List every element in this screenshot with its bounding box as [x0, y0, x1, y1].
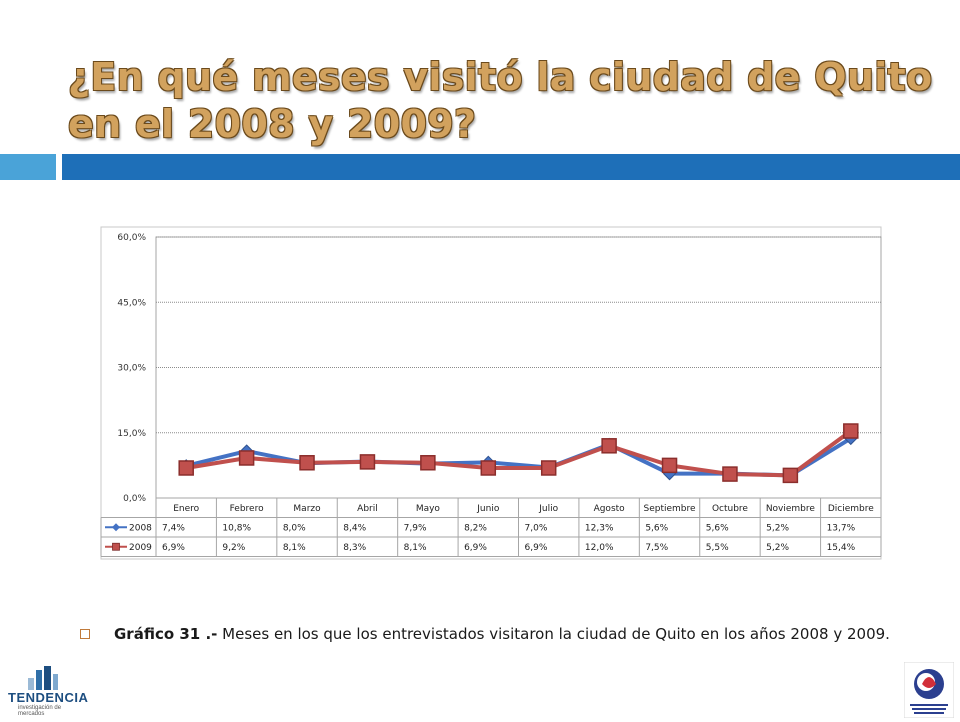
- legend-marker-2009: [112, 542, 120, 551]
- data-label: 5,5%: [706, 543, 729, 553]
- point-2009: [359, 454, 376, 470]
- y-tick-label: 45,0%: [117, 298, 146, 308]
- quito-turismo-icon: [903, 661, 955, 719]
- x-tick-label: Marzo: [293, 504, 321, 514]
- data-label: 8,0%: [283, 524, 306, 534]
- point-2009: [540, 460, 557, 476]
- x-tick-label: Noviembre: [766, 504, 816, 514]
- point-2009: [601, 438, 617, 454]
- quito-turismo-logo: [903, 661, 955, 719]
- chart-frame: [100, 226, 882, 560]
- y-tick-label: 60,0%: [117, 233, 146, 243]
- point-2009: [299, 455, 315, 471]
- data-label: 7,5%: [645, 543, 668, 553]
- data-label: 6,9%: [464, 543, 487, 553]
- data-label: 6,9%: [525, 543, 548, 553]
- caption-label: Gráfico 31 .-: [114, 625, 218, 643]
- data-label: 8,2%: [464, 524, 487, 534]
- data-label: 5,6%: [645, 524, 668, 534]
- chart-caption: Gráfico 31 .- Meses en los que los entre…: [78, 624, 916, 645]
- data-label: 8,4%: [343, 524, 366, 534]
- legend-label-2009: 2009: [129, 543, 152, 553]
- data-label: 8,1%: [404, 543, 427, 553]
- x-tick-label: Mayo: [416, 504, 441, 514]
- x-tick-label: Julio: [538, 504, 558, 514]
- accent-bar: [62, 154, 960, 182]
- point-2009: [661, 457, 678, 474]
- tendencia-logo-text: TENDENCIA: [8, 690, 89, 705]
- accent-bar-small: [0, 154, 56, 182]
- data-label: 13,7%: [827, 524, 856, 534]
- data-label: 10,8%: [222, 524, 251, 534]
- data-label: 12,3%: [585, 524, 614, 534]
- point-2009: [722, 466, 738, 482]
- y-tick-label: 15,0%: [117, 429, 146, 439]
- data-label: 5,6%: [706, 524, 729, 534]
- point-2009: [782, 467, 799, 484]
- point-2009: [480, 460, 497, 476]
- y-tick-label: 0,0%: [123, 494, 146, 504]
- data-label: 5,2%: [766, 524, 789, 534]
- x-tick-label: Octubre: [712, 504, 748, 514]
- data-label: 6,9%: [162, 543, 185, 553]
- data-label: 12,0%: [585, 543, 614, 553]
- point-2009: [238, 450, 255, 466]
- bullet-icon: [80, 629, 90, 639]
- data-label: 8,1%: [283, 543, 306, 553]
- x-tick-label: Agosto: [594, 504, 626, 514]
- y-tick-label: 30,0%: [117, 364, 146, 374]
- data-label: 7,4%: [162, 524, 185, 534]
- data-label: 8,3%: [343, 543, 366, 553]
- data-label: 9,2%: [222, 543, 245, 553]
- x-tick-label: Abril: [357, 504, 378, 514]
- data-label: 15,4%: [827, 543, 856, 553]
- point-2009: [420, 455, 436, 471]
- series-line-2009: [185, 429, 852, 478]
- data-label: 7,0%: [525, 524, 548, 534]
- point-2009: [178, 460, 194, 476]
- page-title: ¿En qué meses visitó la ciudad de Quito …: [68, 55, 933, 146]
- x-tick-label: Junio: [476, 504, 500, 514]
- tendencia-logo: TENDENCIA investigación de mercados: [4, 666, 89, 717]
- building-icon: [4, 666, 88, 704]
- legend-label-2008: 2008: [129, 523, 152, 533]
- x-tick-label: Enero: [173, 504, 199, 514]
- point-2009: [843, 423, 859, 439]
- data-label: 7,9%: [404, 524, 427, 534]
- x-tick-label: Febrero: [230, 504, 264, 514]
- x-tick-label: Diciembre: [828, 504, 874, 514]
- line-chart: 0,0% 15,0% 30,0% 45,0% 60,0% Enero Febrero Marz…: [100, 226, 882, 560]
- tendencia-logo-subtitle: investigación de mercados: [18, 705, 62, 717]
- data-label: 5,2%: [766, 543, 789, 553]
- accent-divider: [0, 180, 960, 182]
- x-tick-label: Septiembre: [644, 504, 697, 514]
- caption-body: Meses en los que los entrevistados visit…: [217, 625, 890, 643]
- legend-marker-2008: [112, 523, 120, 532]
